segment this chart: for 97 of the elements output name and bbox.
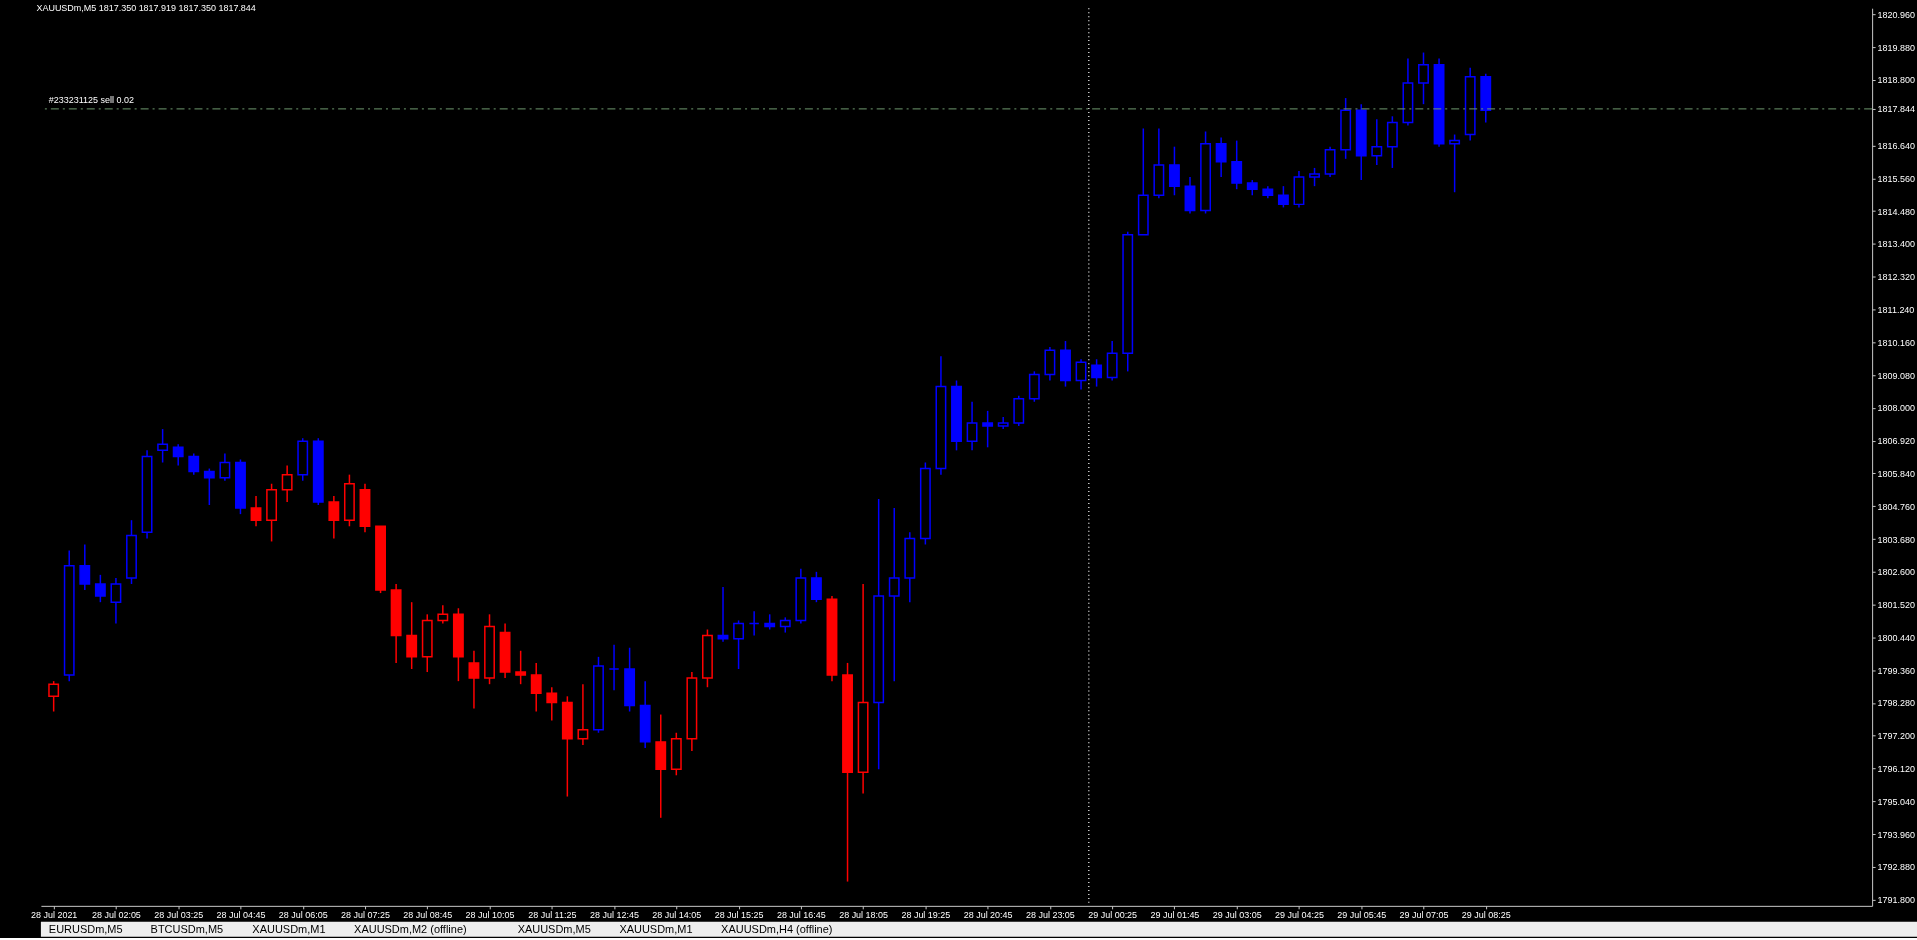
- candlestick: [733, 619, 745, 670]
- text: XAUUSDm,M1: [619, 922, 693, 935]
- chart-title: XAUUSDm,M5 1817.350 1817.919 1817.350 1817.844: [36, 2, 256, 13]
- candlestick: [577, 683, 589, 746]
- candlestick: [966, 401, 978, 452]
- y-tick-label: 1808.000: [1877, 403, 1916, 414]
- candlestick: [468, 650, 480, 710]
- y-tick-label: 1800.440: [1877, 632, 1916, 643]
- candlestick: [1418, 51, 1429, 105]
- y-tick-label: 1803.680: [1877, 534, 1916, 545]
- x-tick-label: 28 Jul 15:25: [714, 910, 764, 921]
- candlestick: [546, 686, 558, 722]
- y-tick-label: 1813.400: [1877, 239, 1916, 250]
- y-tick-label: 1817.844: [1877, 104, 1916, 115]
- candlestick: [982, 410, 994, 449]
- x-tick-label: 28 Jul 2021: [30, 910, 78, 921]
- candlestick: [1215, 136, 1227, 178]
- candlestick: [1371, 118, 1383, 166]
- candlestick: [48, 680, 60, 713]
- text: XAUUSDm,M5: [517, 922, 591, 935]
- text: XAUUSDm,H4 (offline): [721, 922, 833, 935]
- candlestick: [1168, 145, 1180, 197]
- candlestick: [608, 643, 620, 691]
- candlestick: [1277, 185, 1289, 209]
- y-tick-label: 1809.080: [1877, 370, 1916, 381]
- y-tick-label: 1795.040: [1877, 796, 1916, 807]
- y-tick-label: 1801.520: [1877, 600, 1916, 611]
- y-tick-label: 1793.960: [1877, 829, 1916, 840]
- text: XAUUSDm,M1: [252, 922, 326, 935]
- candlestick: [530, 662, 542, 713]
- candlestick: [219, 452, 231, 482]
- y-tick-label: 1805.840: [1877, 468, 1916, 479]
- x-tick-label: 28 Jul 11:25: [528, 910, 577, 921]
- candlestick: [1091, 358, 1103, 388]
- x-tick-label: 28 Jul 18:05: [839, 910, 889, 921]
- candlestick: [515, 650, 527, 685]
- x-tick-label: 28 Jul 23:05: [1025, 910, 1075, 921]
- x-tick-label: 29 Jul 01:45: [1150, 910, 1200, 921]
- candlestick: [203, 467, 215, 506]
- y-tick-label: 1818.800: [1877, 75, 1916, 86]
- text: XAUUSDm,M2 (offline): [354, 922, 467, 935]
- text: BTCUSDm,M5: [150, 922, 224, 935]
- ref-line-label: #233231125 sell 0.02: [48, 94, 134, 105]
- candlestick: [188, 452, 200, 476]
- candlestick: [328, 495, 340, 540]
- y-tick-label: 1798.280: [1877, 698, 1916, 709]
- y-tick-label: 1804.760: [1877, 501, 1916, 512]
- candlestick: [157, 428, 169, 464]
- x-tick-label: 28 Jul 16:45: [776, 910, 826, 921]
- x-tick-label: 28 Jul 08:45: [403, 910, 453, 921]
- candlestick: [79, 543, 91, 591]
- x-tick-label: 28 Jul 04:45: [216, 910, 266, 921]
- x-tick-label: 28 Jul 10:05: [465, 910, 515, 921]
- candlestick: [172, 443, 184, 467]
- candlestick: [406, 601, 418, 670]
- y-tick-label: 1819.880: [1877, 42, 1916, 53]
- y-tick-label: 1811.240: [1877, 304, 1915, 315]
- y-tick-label: 1816.640: [1877, 140, 1916, 151]
- y-tick-label: 1797.200: [1877, 731, 1916, 742]
- y-tick-label: 1815.560: [1877, 173, 1916, 184]
- x-tick-label: 29 Jul 05:45: [1337, 910, 1387, 921]
- x-tick-label: 28 Jul 20:45: [963, 910, 1013, 921]
- y-tick-label: 1806.920: [1877, 436, 1916, 447]
- candlestick: [437, 604, 449, 625]
- x-tick-label: 29 Jul 03:05: [1212, 910, 1262, 921]
- y-tick-label: 1791.800: [1877, 895, 1916, 906]
- x-tick-label: 28 Jul 03:25: [154, 910, 204, 921]
- x-tick-label: 29 Jul 00:25: [1088, 910, 1138, 921]
- y-tick-label: 1810.160: [1877, 337, 1916, 348]
- text: EURUSDm,M5: [48, 922, 123, 935]
- x-tick-label: 28 Jul 06:05: [278, 910, 328, 921]
- x-tick-label: 29 Jul 07:05: [1399, 910, 1449, 921]
- candlestick: [1309, 167, 1320, 187]
- y-tick-label: 1802.600: [1877, 567, 1916, 578]
- candlestick: [810, 571, 822, 603]
- candlestick: [888, 507, 900, 682]
- candlestick: [1075, 358, 1087, 391]
- x-tick-label: 29 Jul 08:25: [1461, 910, 1511, 921]
- candlestick: [1449, 133, 1461, 193]
- x-tick-label: 28 Jul 07:25: [341, 910, 390, 921]
- x-tick-label: 29 Jul 04:25: [1275, 910, 1324, 921]
- candlestick: [110, 577, 122, 625]
- candlestick: [748, 610, 760, 637]
- x-tick-label: 28 Jul 12:45: [590, 910, 639, 921]
- y-tick-label: 1812.320: [1877, 272, 1916, 283]
- x-tick-label: 28 Jul 14:05: [652, 910, 702, 921]
- y-tick-label: 1820.960: [1877, 9, 1916, 20]
- x-tick-label: 28 Jul 19:25: [901, 910, 951, 921]
- y-tick-label: 1796.120: [1877, 764, 1916, 775]
- candlestick: [1231, 139, 1243, 190]
- y-tick-label: 1792.880: [1877, 862, 1916, 873]
- candlestick: [281, 464, 293, 503]
- x-tick-label: 28 Jul 02:05: [91, 910, 141, 921]
- candlestick: [94, 574, 106, 603]
- candlestick: [250, 495, 262, 528]
- y-tick-label: 1799.360: [1877, 665, 1916, 676]
- y-tick-label: 1814.480: [1877, 206, 1916, 217]
